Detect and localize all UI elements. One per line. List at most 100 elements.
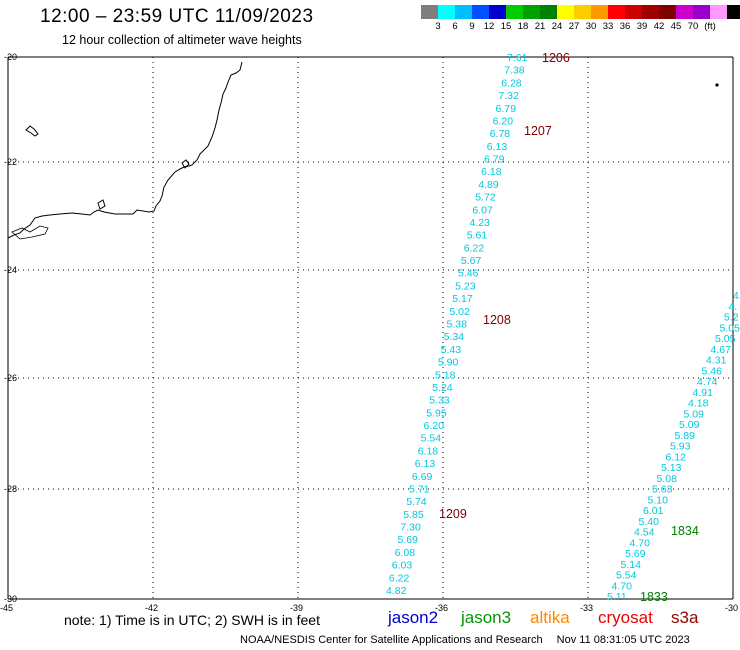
satellite-legend-jason2: jason2 <box>388 608 439 627</box>
color-swatch <box>625 5 642 19</box>
color-swatch <box>608 5 625 19</box>
swh-value: 4. <box>729 301 738 313</box>
color-swatch <box>455 5 472 19</box>
longitude-label: -39 <box>290 603 303 613</box>
color-scale-label: 70 <box>687 21 699 32</box>
color-scale-label: 45 <box>670 21 682 32</box>
map-title: 12:00 – 23:59 UTC 11/09/2023 <box>40 6 314 27</box>
color-swatch <box>591 5 608 19</box>
swh-value: 6.79 <box>484 154 505 166</box>
swh-value: 5.17 <box>452 293 473 305</box>
color-swatch <box>693 5 710 19</box>
latitude-label: -28 <box>4 484 17 494</box>
swh-value: 5.93 <box>670 441 691 453</box>
lat-lon-grid <box>7 56 734 600</box>
swh-value: 4.82 <box>386 585 407 597</box>
footer-agency: NOAA/NESDIS Center for Satellite Applica… <box>240 634 543 646</box>
altimeter-track-west: 7.617.386.287.326.796.206.786.136.796.18… <box>386 52 528 597</box>
color-scale-bar <box>421 5 740 19</box>
swh-value: 5.10 <box>648 494 669 506</box>
island-dot <box>715 83 719 87</box>
satellite-legend-cryosat: cryosat <box>598 608 653 627</box>
satellite-legend-altika: altika <box>530 608 570 627</box>
color-scale-label: 36 <box>619 21 631 32</box>
coast-lagoon <box>11 225 49 240</box>
longitude-label: -30 <box>725 603 738 613</box>
color-swatch <box>676 5 693 19</box>
longitude-label: -33 <box>580 603 593 613</box>
swh-value: 5.33 <box>429 395 450 407</box>
swh-value: 5.54 <box>421 433 442 445</box>
swh-value: 6.18 <box>481 166 502 178</box>
color-swatch <box>438 5 455 19</box>
swh-value: 5.18 <box>435 369 456 381</box>
pass-time-label: 1833 <box>640 590 668 604</box>
swh-value: 5.69 <box>398 534 419 546</box>
pass-time-label: 1208 <box>483 313 511 327</box>
satellite-legend-s3a: s3a <box>671 608 699 627</box>
swh-value: 6.22 <box>389 572 410 584</box>
swh-value: 4.23 <box>470 217 491 229</box>
coastline-main <box>7 61 243 239</box>
swh-value: 6.12 <box>666 451 687 463</box>
color-scale-label: 9 <box>469 21 475 32</box>
color-scale-label: 21 <box>534 21 546 32</box>
swh-value: 5.05 <box>720 322 740 334</box>
swh-value: 5.14 <box>621 559 642 571</box>
swh-value: 5.54 <box>616 570 637 582</box>
swh-value: 5.02 <box>449 306 470 318</box>
color-swatch <box>523 5 540 19</box>
swh-value: 5.40 <box>639 516 660 528</box>
swh-value: 5.38 <box>447 319 468 331</box>
color-swatch <box>574 5 591 19</box>
swh-value: 4.89 <box>478 179 499 191</box>
swh-value: 4.54 <box>634 527 655 539</box>
color-scale-label: 3 <box>435 21 441 32</box>
swh-value: 5.23 <box>455 280 476 292</box>
altimeter-track-east: 44.5.25.055.054.674.315.464.744.914.185.… <box>607 290 740 603</box>
swh-value: 5.2 <box>724 312 739 324</box>
footer: NOAA/NESDIS Center for Satellite Applica… <box>240 634 690 646</box>
swh-value: 5.72 <box>475 192 496 204</box>
swh-value: 4.74 <box>697 376 718 388</box>
color-scale-label: 27 <box>568 21 580 32</box>
swh-value: 6.01 <box>643 505 664 517</box>
color-scale-label: 24 <box>551 21 563 32</box>
color-scale-label: (ft) <box>704 21 716 32</box>
color-swatch <box>540 5 557 19</box>
swh-value: 5.67 <box>461 255 482 267</box>
swh-value: 6.07 <box>472 204 493 216</box>
latitude-label: -26 <box>4 373 17 383</box>
swh-value: 5.24 <box>432 382 453 394</box>
swh-value: 4.70 <box>612 580 633 592</box>
latitude-label: -30 <box>4 594 17 604</box>
swh-value: 6.78 <box>490 128 511 140</box>
map-subtitle: 12 hour collection of altimeter wave hei… <box>62 33 302 47</box>
swh-value: 4.91 <box>693 387 714 399</box>
satellite-legend-jason3: jason3 <box>461 608 512 627</box>
swh-value: 5.90 <box>438 357 459 369</box>
swh-value: 6.18 <box>418 445 439 457</box>
swh-value: 7.61 <box>507 52 528 64</box>
pass-time-label: 1834 <box>671 524 699 538</box>
swh-value: 5.46 <box>458 268 479 280</box>
note-text: note: 1) Time is in UTC; 2) SWH is in fe… <box>64 612 320 628</box>
pass-time-label: 1209 <box>439 507 467 521</box>
swh-value: 5.89 <box>675 430 696 442</box>
swh-value: 6.79 <box>496 103 517 115</box>
color-swatch <box>506 5 523 19</box>
swh-value: 5.09 <box>679 419 700 431</box>
color-swatch <box>472 5 489 19</box>
pass-time-label: 1206 <box>542 51 570 65</box>
color-scale-label: 39 <box>636 21 648 32</box>
color-swatch <box>489 5 506 19</box>
swh-value: 6.13 <box>487 141 508 153</box>
longitude-label: -36 <box>435 603 448 613</box>
color-scale-label: 30 <box>585 21 597 32</box>
swh-value: 5.08 <box>657 473 678 485</box>
color-swatch <box>727 5 740 19</box>
swh-value: 7.38 <box>504 65 525 77</box>
latitude-label: -24 <box>4 265 17 275</box>
